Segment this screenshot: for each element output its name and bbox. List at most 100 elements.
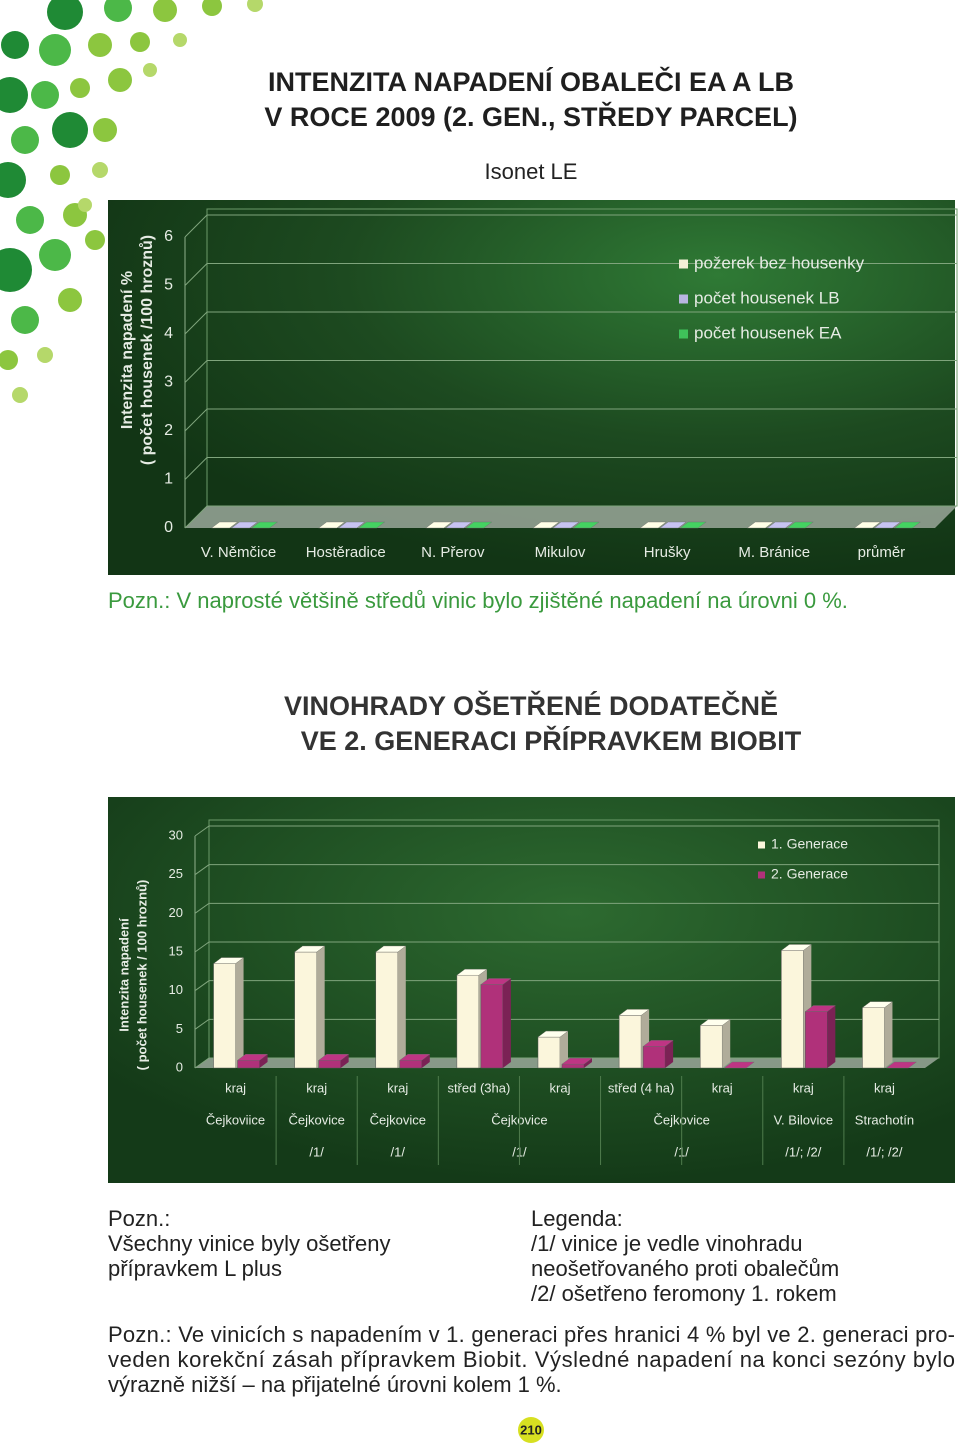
- bar: [465, 521, 493, 529]
- decor: [0, 0, 263, 403]
- bar-front: [237, 1060, 260, 1069]
- bar: [885, 1061, 918, 1069]
- bar: [375, 945, 407, 1069]
- legend-label: 2. Generace: [771, 866, 848, 882]
- decor-dot: [173, 33, 187, 47]
- y-tick-label: 30: [169, 827, 183, 842]
- legend-note-line: /2/ ošetřeno feromony 1. rokem: [531, 1281, 837, 1306]
- y-tick-label: 0: [176, 1059, 183, 1074]
- bar-side: [827, 1005, 836, 1068]
- bar-top: [250, 521, 279, 529]
- bar: [212, 957, 245, 1069]
- y-axis-label: ( počet housenek /100 hroznů): [139, 235, 156, 465]
- legend-note-line: /1/ vinice je vedle vinohradu: [531, 1231, 803, 1256]
- chart-title: VINOHRADY OŠETŘENÉ DODATEČNĚ: [284, 690, 778, 721]
- x-tick-label: průměr: [858, 544, 906, 561]
- x-tick-label: kraj: [550, 1080, 571, 1095]
- bar: [766, 521, 794, 529]
- bar: [425, 521, 453, 529]
- page-number-badge: [518, 1417, 544, 1443]
- x-tick-label: kraj: [387, 1080, 408, 1095]
- chart-subtitle: Isonet LE: [485, 159, 578, 184]
- bar-top: [639, 521, 667, 529]
- bar: [338, 521, 366, 529]
- location-label: Čejkoviice: [206, 1112, 265, 1127]
- bar-top: [375, 945, 407, 953]
- x-tick-label: kraj: [306, 1080, 327, 1095]
- grid-line: [184, 263, 957, 286]
- grid-line: [194, 1057, 939, 1069]
- y-tick-label: 3: [164, 374, 173, 391]
- bar-top: [230, 521, 259, 529]
- bar-top: [766, 521, 794, 529]
- grid-line: [194, 864, 939, 876]
- bar: [873, 521, 902, 529]
- legend-note-line: Legenda:: [531, 1206, 623, 1231]
- location-note: /1/; /2/: [866, 1144, 903, 1159]
- legend-swatch: [758, 871, 765, 879]
- chart-background: [108, 797, 955, 1183]
- bar-top: [358, 521, 386, 529]
- bar-top: [746, 521, 774, 529]
- grid-line: [184, 360, 957, 383]
- bar: [639, 521, 667, 529]
- bar: [318, 521, 346, 529]
- grid-line: [194, 941, 939, 953]
- bar-front: [318, 1060, 341, 1069]
- bar-side: [560, 1031, 568, 1068]
- y-tick-label: 6: [164, 228, 173, 245]
- y-tick-label: 5: [164, 277, 173, 294]
- bar: [480, 978, 512, 1069]
- grid-line: [184, 505, 957, 529]
- bar-front: [561, 1063, 585, 1069]
- legend-swatch: [758, 841, 765, 849]
- bar: [445, 521, 473, 529]
- y-tick-label: 1: [164, 471, 173, 488]
- legend-label: 1. Generace: [771, 836, 848, 852]
- bar-front: [781, 950, 804, 1069]
- grid-line: [184, 214, 957, 238]
- bar-top: [425, 521, 453, 529]
- bar-front: [618, 1015, 642, 1069]
- decor-dot: [37, 347, 53, 363]
- bar-front: [456, 974, 480, 1069]
- legend-swatch: [679, 329, 688, 339]
- decor-dot: [130, 32, 150, 52]
- bar-top: [642, 1040, 674, 1047]
- decor-dot: [0, 350, 18, 370]
- bar-top: [780, 944, 812, 951]
- bar-top: [537, 1030, 569, 1038]
- location-label: V. Bilovice: [774, 1112, 834, 1127]
- bar-front: [399, 1060, 423, 1069]
- bar-top: [561, 1057, 593, 1065]
- grid-line: [184, 408, 957, 432]
- decor-dot: [92, 162, 108, 178]
- y-axis-label: Intenzita napadení: [116, 918, 131, 1032]
- decor-dot: [0, 162, 26, 198]
- location-label: Čejkovice: [370, 1112, 426, 1127]
- bar: [893, 521, 922, 529]
- y-tick-label: 4: [164, 325, 173, 342]
- bar: [659, 521, 687, 529]
- y-tick-label: 5: [176, 1021, 183, 1036]
- chart-title: INTENZITA NAPADENÍ OBALEČI EA A LB: [268, 66, 794, 97]
- bar-top: [318, 521, 346, 529]
- x-tick-label: V. Němčice: [201, 544, 276, 561]
- x-tick-label: N. Přerov: [421, 544, 485, 561]
- legend-swatch: [679, 294, 688, 304]
- note: Pozn.: V naprosté většině středů vinic b…: [108, 588, 848, 613]
- bar: [572, 521, 600, 529]
- decor-dot: [153, 0, 177, 22]
- bar-side: [421, 1054, 430, 1068]
- bar-side: [235, 957, 244, 1068]
- chart-title: VE 2. GENERACI PŘÍPRAVKEM BIOBIT: [301, 725, 802, 756]
- decor-dot: [104, 0, 132, 22]
- bar: [210, 521, 239, 529]
- decor-dot: [1, 31, 29, 59]
- decor-dot: [39, 34, 71, 66]
- bar-top: [893, 521, 922, 529]
- decor-dot: [108, 68, 132, 92]
- bar-top: [861, 1001, 894, 1008]
- decor-dot: [11, 126, 39, 154]
- grid-line: [184, 457, 957, 480]
